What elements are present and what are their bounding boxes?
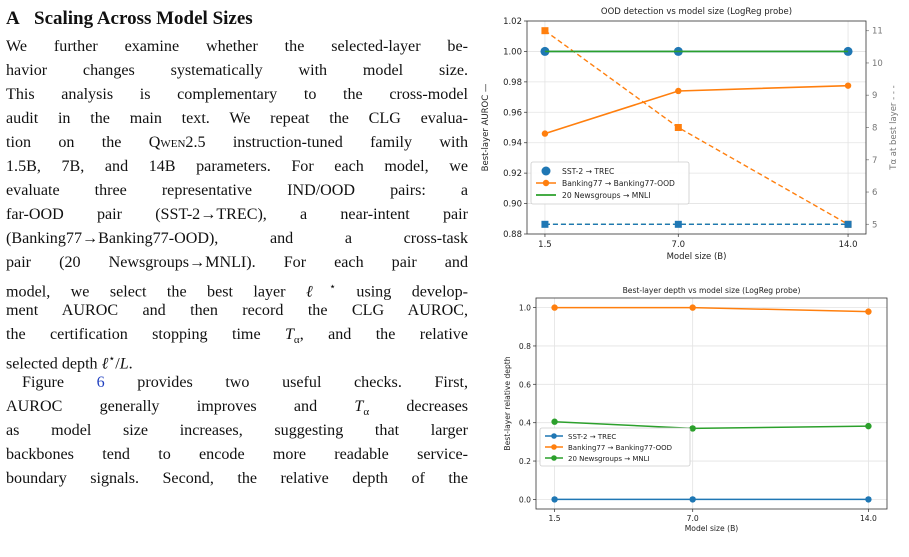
y2-tick-label: 9 [872, 91, 877, 101]
y2-tick-label: 7 [872, 156, 877, 166]
paragraph-line: havior changes systematically with model… [6, 62, 468, 79]
legend-label: SST-2 → TREC [568, 433, 616, 441]
legend-box [539, 427, 691, 467]
y2-tick-label: 8 [872, 124, 877, 134]
paragraph-line: (Banking77→Banking77-OOD), and a cross-t… [6, 230, 468, 247]
auroc-line [544, 84, 849, 135]
ood-auroc-chart-svg: OOD detection vs model size (LogReg prob… [481, 7, 899, 262]
x-axis-label: Model size (B) [685, 524, 739, 533]
y-tick-label: 0.2 [519, 457, 531, 466]
chart-title: Best-layer depth vs model size (LogReg p… [623, 286, 801, 295]
legend-marker [541, 166, 551, 176]
legend-marker [551, 433, 557, 439]
t-alpha-marker [844, 220, 852, 228]
x-tick-label: 14.0 [839, 240, 858, 250]
y2-axis-label: Tα at best layer - - - [889, 85, 899, 170]
y-tick-label: 0.92 [503, 169, 522, 179]
y-tick-label: 0.8 [519, 342, 531, 351]
paragraph-line: This analysis is complementary to the cr… [6, 86, 468, 103]
paragraph-line: far-OOD pair (SST-2→TREC), a near-intent… [6, 206, 468, 223]
paragraph-line: pair (20 Newsgroups→MNLI). For each pair… [6, 254, 468, 271]
legend-marker [542, 179, 550, 187]
paragraph-line: AUROC generally improves and Tα decrease… [6, 398, 468, 419]
relative-depth-chart-svg: Best-layer depth vs model size (LogReg p… [503, 286, 888, 533]
paragraph-line: 1.5B, 7B, and 14B parameters. For each m… [6, 158, 468, 175]
paragraph-line: boundary signals. Second, the relative d… [6, 470, 468, 487]
y-tick-label: 0.96 [503, 108, 522, 118]
y-axis-label: Best-layer relative depth [503, 356, 512, 450]
legend-label: 20 Newsgroups → MNLI [568, 455, 650, 463]
x-axis-label: Model size (B) [667, 252, 727, 262]
x-tick-label: 14.0 [860, 514, 877, 523]
y-tick-label: 0.98 [503, 78, 522, 88]
legend-marker [551, 444, 557, 450]
paragraph-2: Figure 6 provides two useful checks. Fir… [6, 371, 468, 491]
y2-tick-label: 11 [872, 27, 883, 37]
y-axis-label: Best-layer AUROC — [481, 83, 491, 171]
depth-marker [865, 496, 872, 503]
auroc-marker [675, 87, 682, 95]
y-tick-label: 1.02 [503, 17, 522, 27]
depth-line [554, 306, 869, 313]
legend-box [530, 161, 690, 205]
section-heading: A Scaling Across Model Sizes [6, 6, 476, 32]
paragraph-line: model, we select the best layer ℓ⋆ using… [6, 281, 469, 301]
chart-title: OOD detection vs model size (LogReg prob… [601, 7, 792, 17]
legend-label: Banking77 → Banking77-OOD [562, 179, 675, 188]
t-alpha-marker [674, 220, 682, 228]
y-tick-label: 0.94 [503, 139, 522, 149]
x-tick-label: 7.0 [672, 240, 686, 250]
y-tick-label: 0.6 [519, 380, 531, 389]
plot-frame [535, 297, 888, 510]
legend-label: SST-2 → TREC [562, 167, 614, 176]
t-alpha-marker [541, 27, 549, 35]
y-tick-label: 0.88 [503, 230, 522, 240]
depth-marker [865, 422, 872, 430]
paragraph-line: audit in the main text. We repeat the CL… [6, 110, 468, 127]
section-number: A [6, 8, 20, 29]
y-tick-label: 0.90 [503, 200, 522, 210]
y-tick-label: 1.00 [503, 47, 522, 57]
x-tick-label: 1.5 [549, 514, 561, 523]
depth-marker [551, 496, 558, 503]
auroc-marker [541, 130, 549, 137]
y2-tick-label: 5 [872, 220, 877, 230]
paragraph-line: Figure 6 provides two useful checks. Fir… [22, 374, 468, 391]
auroc-marker [844, 82, 852, 89]
relative-depth-chart: Best-layer depth vs model size (LogReg p… [500, 282, 900, 554]
y2-tick-label: 6 [872, 188, 877, 198]
depth-marker [865, 308, 872, 315]
paragraph-line: selected depth ℓ⋆/L. [6, 353, 133, 373]
plot-frame [526, 20, 867, 235]
x-tick-label: 1.5 [538, 240, 552, 250]
paragraph-line: tion on the Qwen2.5 instruction-tuned fa… [6, 134, 468, 151]
t-alpha-marker [541, 220, 549, 228]
depth-marker [689, 425, 696, 432]
y-tick-label: 0.0 [519, 495, 531, 504]
t-alpha-marker [674, 124, 682, 131]
x-tick-label: 7.0 [687, 514, 699, 523]
depth-marker [551, 304, 558, 311]
section-title: Scaling Across Model Sizes [34, 8, 253, 29]
y2-tick-label: 10 [872, 59, 883, 69]
y-tick-label: 0.4 [519, 419, 531, 428]
paragraph-line: We further examine whether the selected-… [6, 38, 468, 55]
ood-auroc-chart: OOD detection vs model size (LogReg prob… [476, 2, 906, 278]
paragraph-line: evaluate three representative IND/OOD pa… [6, 182, 468, 199]
paragraph-line: ment AUROC and then record the CLG AUROC… [6, 302, 468, 319]
paragraph-line: backbones tend to encode more readable s… [6, 446, 468, 463]
paragraph-line: the certification stopping time Tα, and … [6, 326, 468, 347]
paragraph-line: as model size increases, suggesting that… [6, 422, 468, 439]
legend-label: Banking77 → Banking77-OOD [568, 444, 672, 452]
depth-marker [689, 496, 696, 503]
legend-marker [551, 455, 557, 461]
depth-marker [689, 304, 696, 311]
y-tick-label: 1.0 [519, 304, 531, 313]
depth-marker [551, 418, 558, 425]
legend-label: 20 Newsgroups → MNLI [562, 191, 651, 200]
paragraph-1: We further examine whether the selected-… [6, 35, 469, 373]
